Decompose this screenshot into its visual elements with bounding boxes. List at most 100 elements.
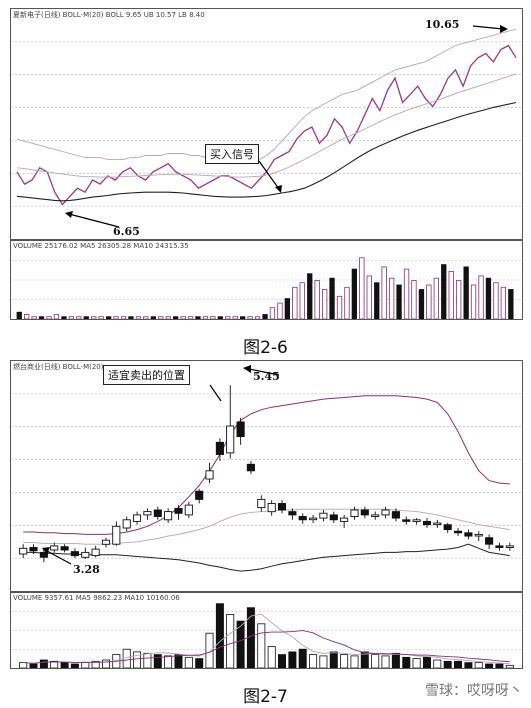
figure2-candle-body — [50, 545, 59, 551]
figure1-low-annotation: 6.65 — [113, 225, 140, 238]
figure1-volume-bar — [128, 316, 134, 319]
figure2-volume-bar — [381, 655, 390, 668]
figure2-volume-bar — [91, 660, 100, 668]
figure1-volume-bar — [254, 316, 261, 319]
figure1-volume-bar — [403, 268, 410, 319]
figure1-volume-bar — [83, 316, 89, 319]
figure1-volume-bar — [448, 270, 454, 319]
figure1-volume-bar — [239, 316, 246, 319]
figure1-caption: 图2-6 — [243, 338, 288, 358]
figure1-signal-arrow — [258, 160, 280, 190]
figure2-volume-bar — [329, 651, 338, 668]
figure2-volume-bar — [257, 623, 266, 668]
figure2-volume-bar — [215, 603, 224, 668]
figure2-candle-body — [19, 547, 28, 555]
figure1-high-arrow — [472, 25, 504, 30]
figure1-volume-bar — [359, 257, 365, 319]
figure1-volume-bar — [321, 289, 328, 319]
figure2-candle-body — [164, 511, 173, 521]
figure2-volume-bar — [60, 662, 69, 668]
figure1-volume-bar — [106, 316, 112, 319]
figure1-volume-bar — [38, 316, 45, 319]
figure1-volume-bar — [485, 277, 492, 319]
figure2-volume-bar — [360, 651, 369, 668]
figure1-volume-bar — [262, 314, 268, 319]
figure2-candle-body — [143, 511, 152, 516]
figure2-candle-body — [153, 509, 162, 517]
figure2-candle-body — [309, 517, 318, 521]
figure2-candle-body — [215, 441, 224, 455]
figure2-volume-bar — [319, 655, 328, 668]
figure2-sell-annotation: 适宜卖出的位置 — [103, 365, 190, 385]
figure2-volume-chart — [11, 603, 522, 668]
figure2-candle-body — [112, 525, 121, 545]
figure2-candle-body — [412, 519, 421, 522]
figure2-volume-panel: VOLUME 9357.61 MA5 9862.23 MA10 10160.06 — [10, 592, 523, 669]
figure1-series-close-line — [16, 44, 517, 206]
figure2-volume-bar — [246, 607, 255, 668]
figure1-volume-bar — [46, 316, 52, 319]
figure1-volume-bar — [76, 316, 82, 319]
figure2-volume-bar — [102, 659, 111, 668]
figure2-volume-bar — [81, 662, 90, 668]
figure1-volume-bar — [418, 289, 425, 319]
figure1-volume-bar — [210, 316, 216, 319]
figure2-volume-bar — [422, 656, 431, 668]
figure2-candle-body — [81, 551, 90, 558]
figure2-candle-body — [443, 524, 452, 531]
figure1-volume-bar — [31, 316, 37, 319]
figure1-high-annotation: 10.65 — [425, 18, 460, 31]
figure1-series-boll-line — [16, 73, 517, 178]
figure2-candle-body — [101, 539, 111, 545]
figure2-candle-body — [433, 522, 442, 526]
figure1-volume-bar — [135, 316, 142, 319]
figure1-volume-bar — [180, 316, 186, 319]
figure2-high-arrow — [248, 368, 280, 376]
figure1-volume-bar — [120, 316, 127, 319]
figure2-volume-bar — [184, 656, 193, 668]
figure2-price-panel: 燃台商业(日线) BOLL-M(20) — [10, 360, 523, 592]
figure2-candle-body — [422, 520, 432, 526]
figure2-volume-header: VOLUME 9357.61 MA5 9862.23 MA10 10160.06 — [13, 594, 180, 602]
figure2-candle-body — [453, 530, 463, 534]
figure2-low-arrowhead — [42, 547, 50, 554]
figure2-caption: 图2-7 — [243, 687, 288, 707]
figure2-volume-bar — [340, 654, 349, 668]
figure2-volume-bar — [153, 654, 162, 668]
figure1-volume-bar — [68, 316, 74, 319]
figure2-volume-bar — [236, 620, 245, 668]
figure2-candle-body — [60, 546, 69, 551]
figure1-volume-bar — [277, 302, 283, 319]
figure1-volume-bar — [344, 286, 350, 319]
figure2-candle-body — [360, 509, 369, 516]
figure1-volume-bar — [150, 316, 157, 319]
figure1-volume-bar — [91, 316, 97, 319]
figure1-price-panel: 夏新电子(日线) BOLL-M(20) BOLL 9.65 UB 10.57 L… — [10, 8, 523, 240]
figure1-volume-bar — [366, 275, 372, 319]
figure2-candle-body — [29, 547, 38, 552]
figure2-candle-body — [91, 548, 100, 557]
figure1-volume-bar — [113, 316, 119, 319]
figure2-volume-bar — [505, 664, 514, 668]
figure2-candle-body — [485, 537, 494, 545]
figure1-volume-bar — [441, 264, 447, 319]
figure2-candle-body — [319, 512, 328, 519]
figure1-volume-bar — [292, 286, 298, 319]
figure1-volume-bar — [172, 316, 179, 319]
figure2-volume-bar — [50, 660, 59, 668]
figure1-series-lb-line — [16, 101, 517, 202]
figure1-volume-bar — [165, 316, 171, 319]
figure1-volume-bar — [500, 286, 507, 319]
figure2-candle-body — [474, 533, 483, 537]
figure1-volume-bar — [426, 284, 432, 319]
figure2-candle-body — [298, 516, 307, 521]
figure2-volume-bar — [433, 659, 442, 668]
figure1-volume-bar — [202, 316, 209, 319]
figure2-candle-body — [371, 514, 380, 517]
figure1-volume-bar — [307, 273, 313, 319]
figure1-buy-signal-annotation: 买入信号 — [205, 144, 259, 164]
figure2-volume-bar — [464, 662, 473, 668]
figure1-volume-bar — [433, 277, 440, 319]
figure1-volume-panel: VOLUME 25176.02 MA5 26305.28 MA10 24315.… — [10, 240, 523, 320]
figure2-candle-body — [184, 504, 193, 516]
